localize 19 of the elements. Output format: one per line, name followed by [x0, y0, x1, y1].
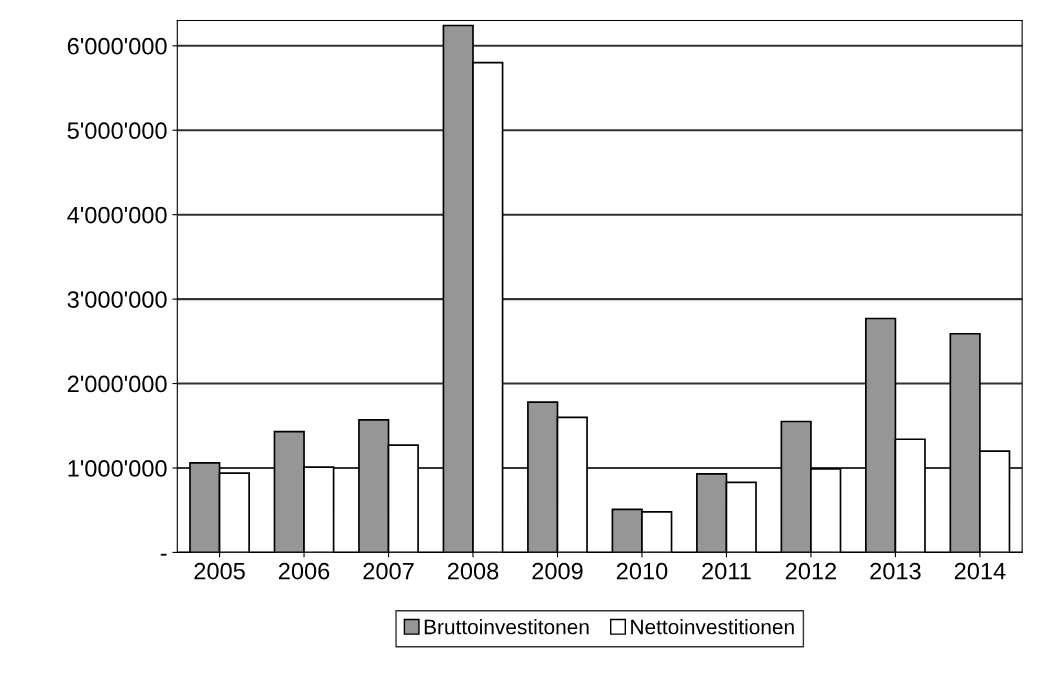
x-tick-label: 2011 — [702, 562, 751, 580]
legend-label: Nettoinvestitionen — [631, 619, 794, 635]
x-tick-label: 2012 — [785, 562, 837, 580]
x-tick-label: 2010 — [616, 562, 668, 580]
x-tick-label: 2014 — [954, 562, 1006, 580]
y-tick-label: 1'000'000 — [68, 460, 167, 477]
x-tick-label: 2013 — [870, 562, 921, 580]
x-tick-label: 2006 — [278, 562, 330, 580]
x-tick-label: 2008 — [447, 562, 499, 580]
y-tick-label: 3'000'000 — [67, 291, 167, 308]
legend-label: Bruttoinvestitonen — [424, 619, 589, 635]
y-tick-label: 5'000'000 — [67, 122, 167, 140]
y-tick-label: 2'000'000 — [67, 375, 167, 393]
x-tick-label: 2009 — [532, 562, 583, 580]
y-tick-label: 6'000'000 — [67, 37, 167, 55]
y-tick-label: 4'000'000 — [67, 206, 167, 224]
x-tick-label: 2005 — [194, 562, 245, 580]
y-tick-label: - — [160, 553, 167, 556]
x-tick-label: 2007 — [363, 562, 414, 580]
